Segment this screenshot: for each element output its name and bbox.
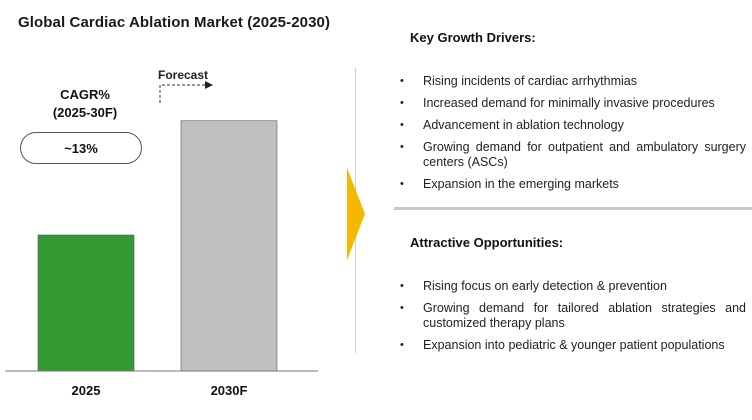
opportunity-item: • Growing demand for tailored ablation st…: [400, 301, 746, 331]
forecast-bracket: [159, 84, 205, 103]
x-tick-labels: 2025 2030F: [72, 383, 248, 398]
driver-item: • Growing demand for outpatient and ambul…: [400, 140, 746, 170]
bullet-icon: •: [400, 339, 404, 351]
driver-item: • Rising incidents of cardiac arrhythmias: [400, 74, 746, 89]
driver-item-text: Rising incidents of cardiac arrhythmias: [423, 74, 637, 88]
page-title: Global Cardiac Ablation Market (2025-203…: [18, 14, 331, 31]
cagr-label: CAGR%: [60, 87, 110, 102]
driver-item-text: Growing demand for outpatient and ambula…: [423, 140, 746, 169]
bullet-icon: •: [400, 178, 404, 190]
forecast-arrowhead: [205, 81, 213, 89]
market-bar-chart: 2025 2030F: [5, 81, 318, 398]
cagr-period: (2025-30F): [52, 105, 118, 120]
opportunities-list: • Rising focus on early detection & preve…: [400, 279, 746, 360]
driver-item: • Expansion in the emerging markets: [400, 177, 746, 192]
bullet-icon: •: [400, 97, 404, 109]
forecast-label: Forecast: [158, 68, 209, 82]
cagr-block: CAGR% (2025-30F): [40, 86, 130, 122]
bar-2030f: [180, 120, 278, 372]
opportunity-item: • Expansion into pediatric & younger pati…: [400, 338, 746, 353]
bar-2025: [37, 234, 135, 372]
driver-item-text: Advancement in ablation technology: [423, 118, 624, 132]
drivers-heading: Key Growth Drivers:: [410, 30, 536, 45]
x-tick-label: 2030F: [211, 383, 248, 398]
opportunities-heading: Attractive Opportunities:: [410, 235, 564, 250]
bullet-icon: •: [400, 141, 404, 153]
bullet-icon: •: [400, 119, 404, 131]
bars-group: [37, 120, 278, 372]
cagr-value-badge: ~13%: [20, 132, 142, 164]
bullet-icon: •: [400, 302, 404, 314]
driver-item-text: Expansion in the emerging markets: [423, 177, 619, 191]
x-tick-label: 2025: [72, 383, 101, 398]
section-divider: [394, 207, 752, 210]
opportunity-item: • Rising focus on early detection & preve…: [400, 279, 746, 294]
arrow-right-icon: [347, 168, 365, 260]
driver-item: • Increased demand for minimally invasive…: [400, 96, 746, 111]
driver-item-text: Increased demand for minimally invasive …: [423, 96, 715, 110]
opportunity-item-text: Growing demand for tailored ablation str…: [423, 301, 746, 330]
opportunity-item-text: Expansion into pediatric & younger patie…: [423, 338, 725, 352]
driver-item: • Advancement in ablation technology: [400, 118, 746, 133]
opportunity-item-text: Rising focus on early detection & preven…: [423, 279, 667, 293]
bullet-icon: •: [400, 280, 404, 292]
bullet-icon: •: [400, 75, 404, 87]
drivers-list: • Rising incidents of cardiac arrhythmias…: [400, 74, 746, 199]
